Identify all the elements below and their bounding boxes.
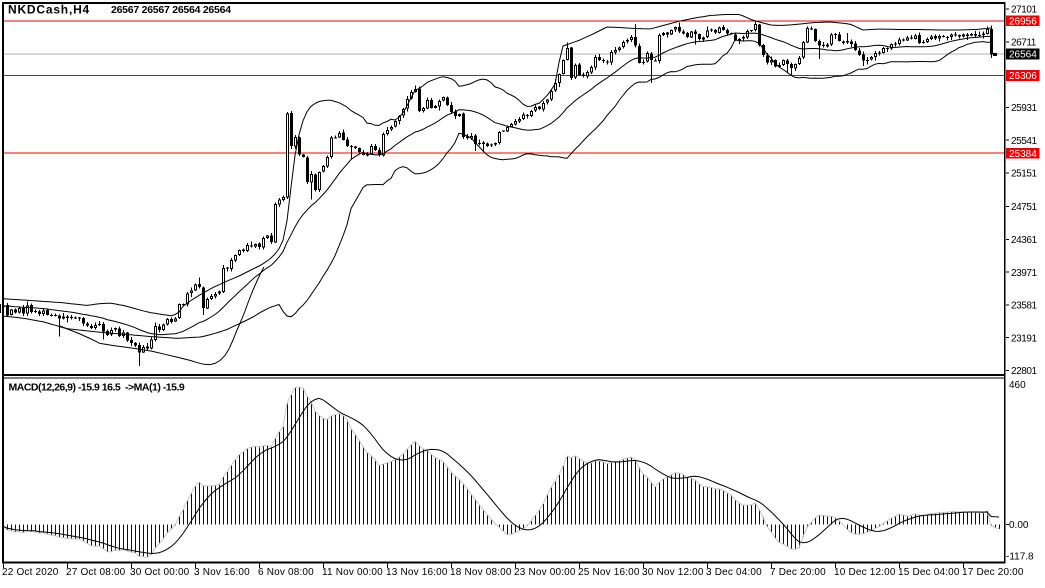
svg-text:27 Oct 08:00: 27 Oct 08:00 (66, 567, 126, 578)
svg-text:26711: 26711 (1011, 37, 1037, 48)
svg-text:24751: 24751 (1011, 202, 1037, 213)
svg-text:25 Nov 16:00: 25 Nov 16:00 (578, 567, 640, 578)
svg-text:26567 26567 26564 26564: 26567 26567 26564 26564 (111, 4, 231, 16)
svg-text:23581: 23581 (1011, 301, 1037, 312)
svg-text:30 Oct 00:00: 30 Oct 00:00 (130, 567, 190, 578)
svg-text:-117.8: -117.8 (1006, 552, 1034, 563)
svg-text:23191: 23191 (1011, 333, 1037, 344)
svg-text:3 Nov 16:00: 3 Nov 16:00 (194, 567, 250, 578)
svg-text:6 Nov 08:00: 6 Nov 08:00 (258, 567, 314, 578)
svg-text:25931: 25931 (1011, 103, 1037, 114)
svg-text:23 Nov 00:00: 23 Nov 00:00 (514, 567, 576, 578)
svg-text:13 Nov 16:00: 13 Nov 16:00 (386, 567, 448, 578)
svg-text:26564: 26564 (1009, 50, 1037, 61)
svg-text:17 Dec 20:00: 17 Dec 20:00 (962, 567, 1024, 578)
svg-text:23971: 23971 (1011, 268, 1037, 279)
svg-text:25151: 25151 (1011, 169, 1037, 180)
svg-text:24361: 24361 (1011, 235, 1037, 246)
svg-text:0.00: 0.00 (1009, 520, 1029, 531)
svg-text:26956: 26956 (1009, 16, 1037, 27)
svg-text:30 Nov 12:00: 30 Nov 12:00 (642, 567, 704, 578)
svg-text:22801: 22801 (1011, 366, 1037, 377)
svg-text:3 Dec 04:00: 3 Dec 04:00 (706, 567, 762, 578)
svg-text:10 Dec 12:00: 10 Dec 12:00 (834, 567, 896, 578)
svg-text:NKDCash,H4: NKDCash,H4 (8, 2, 90, 16)
svg-text:25541: 25541 (1011, 136, 1037, 147)
svg-text:22 Oct 2020: 22 Oct 2020 (2, 567, 59, 578)
svg-text:25384: 25384 (1009, 149, 1037, 160)
svg-text:7 Dec 20:00: 7 Dec 20:00 (770, 567, 826, 578)
svg-text:MACD(12,26,9) -15.9 16.5 ->MA: MACD(12,26,9) -15.9 16.5 ->MA(1) -15.9 (9, 382, 185, 394)
svg-text:26306: 26306 (1009, 71, 1037, 82)
svg-text:460: 460 (1009, 380, 1026, 391)
svg-text:18 Nov 08:00: 18 Nov 08:00 (450, 567, 512, 578)
svg-text:27101: 27101 (1011, 5, 1037, 16)
svg-text:15 Dec 04:00: 15 Dec 04:00 (898, 567, 960, 578)
svg-text:11 Nov 00:00: 11 Nov 00:00 (322, 567, 383, 578)
